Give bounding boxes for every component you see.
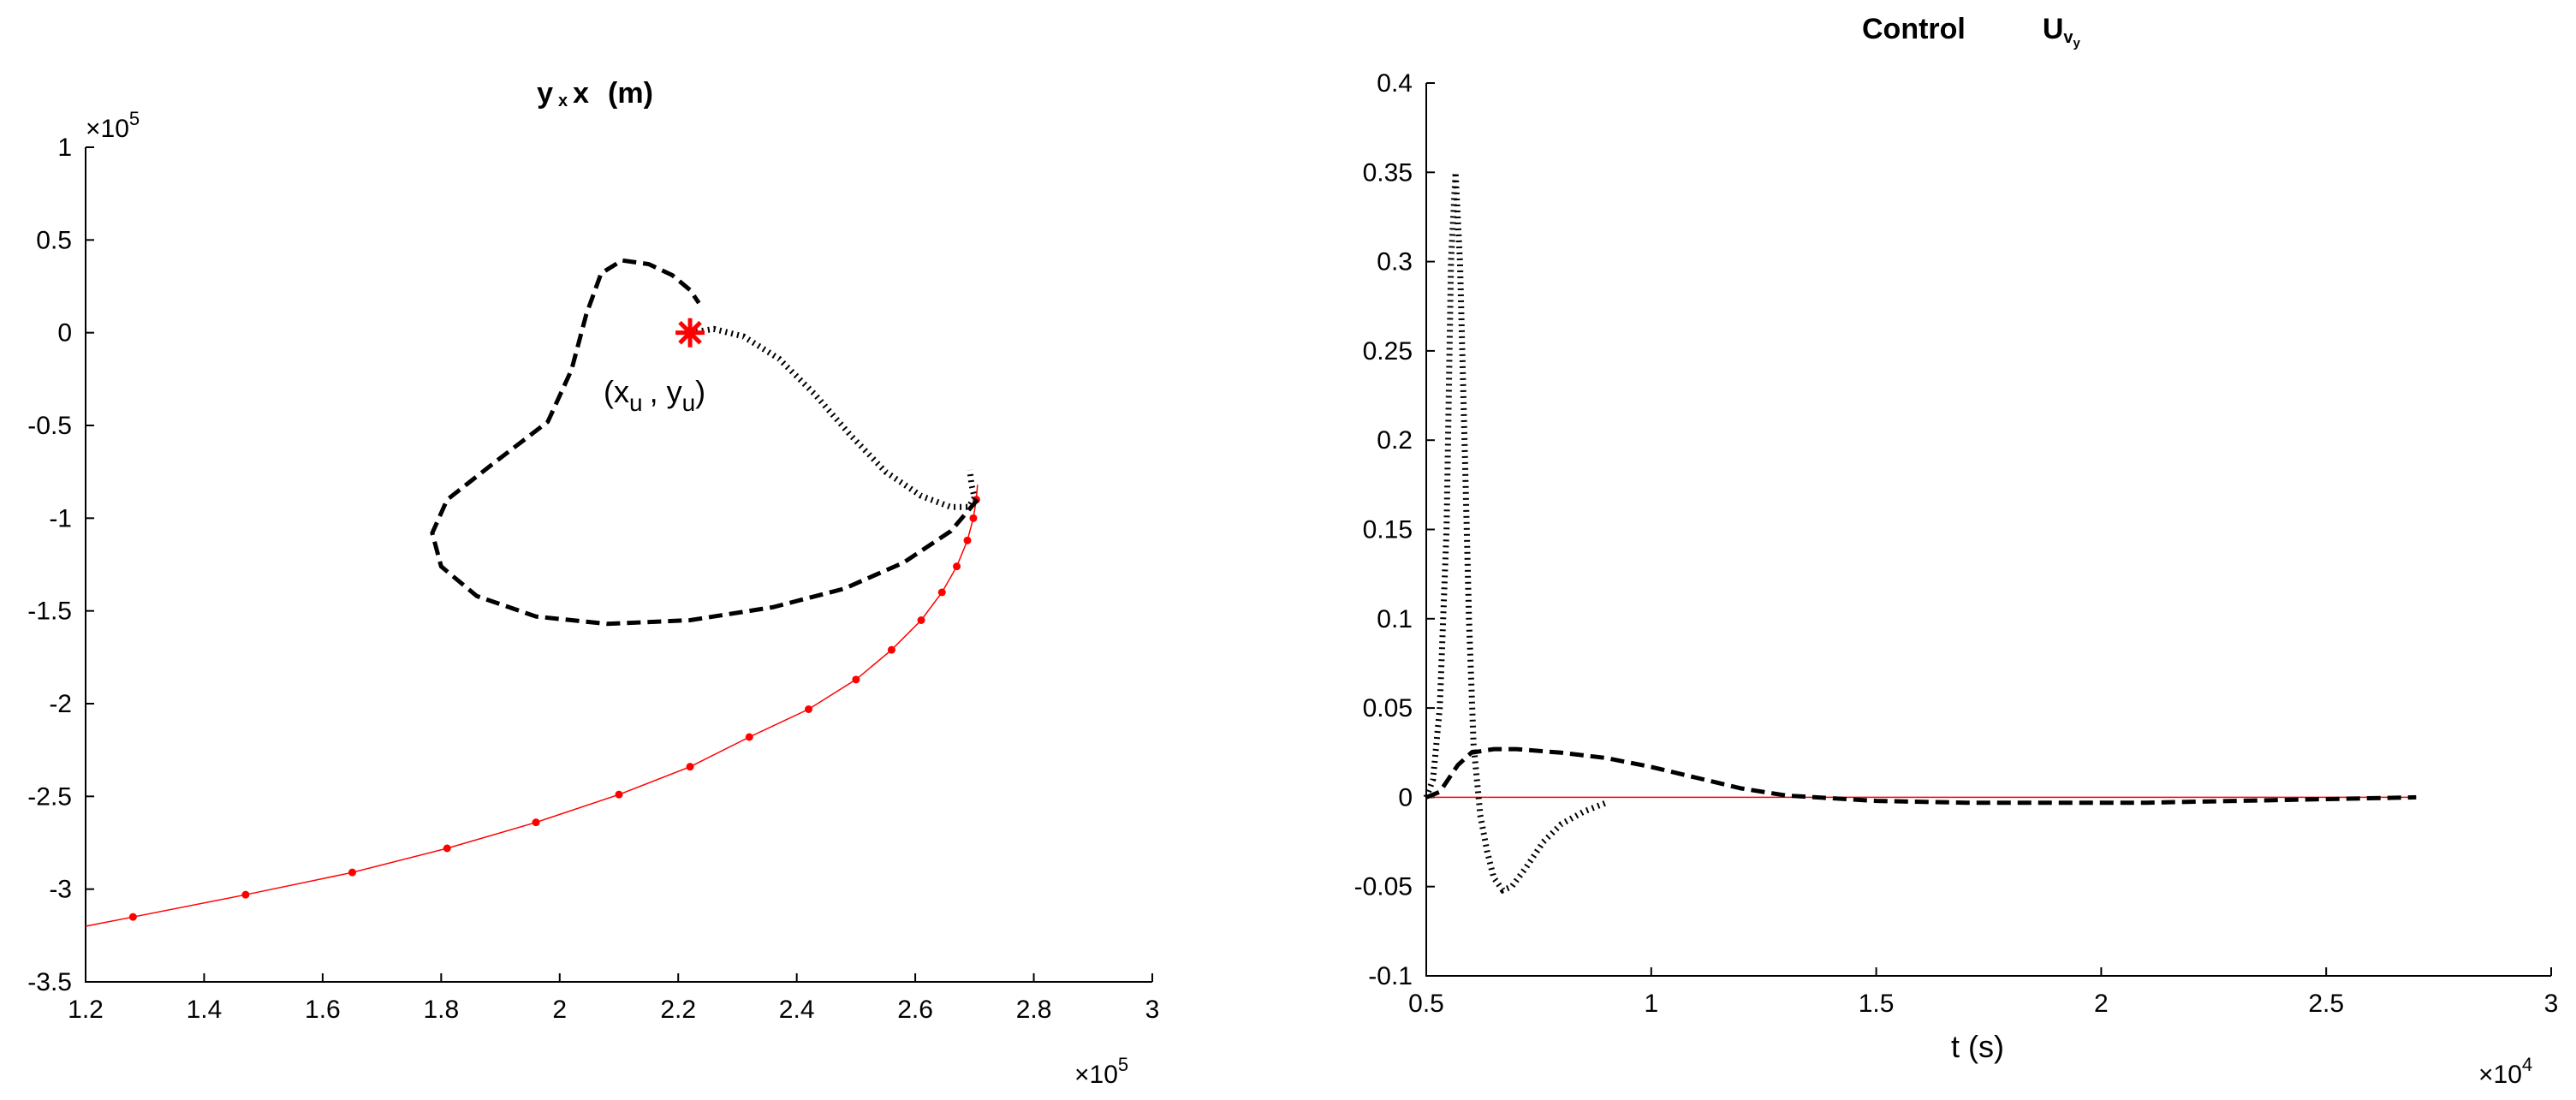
x-tick-label: 2 bbox=[2094, 990, 2109, 1018]
y-tick-label: 0.3 bbox=[1377, 248, 1413, 276]
y-tick-label: 0.5 bbox=[36, 226, 72, 254]
y-tick-label: 0.2 bbox=[1377, 426, 1413, 455]
x-tick-label: 1 bbox=[1644, 990, 1658, 1018]
y-tick-label: 0.05 bbox=[1363, 694, 1413, 722]
series-line-dashed bbox=[430, 258, 979, 627]
series-marker bbox=[963, 536, 972, 544]
left-chart: y x x (m) ×105 ×105 1.2 1.4 1.6 1.8 2 2.2 2.4 2.6 2… bbox=[27, 77, 1159, 1089]
series-marker bbox=[969, 514, 978, 522]
series-marker bbox=[241, 890, 250, 899]
series-marker bbox=[852, 675, 860, 684]
series-marker bbox=[443, 844, 451, 853]
x-tick-label: 2.8 bbox=[1016, 996, 1052, 1024]
right-y-ticks: 0.4 0.35 0.3 0.25 0.2 0.15 0.1 0.05 0 -0.05 -0.1 bbox=[1354, 69, 1435, 990]
y-tick-label: -3 bbox=[49, 876, 72, 904]
target-star-stroke bbox=[678, 320, 702, 345]
x-tick-label: 3 bbox=[2544, 990, 2559, 1018]
x-tick-label: 3 bbox=[1145, 996, 1160, 1024]
x-tick-label: 2 bbox=[552, 996, 567, 1024]
right-x-axis-label: t (s) bbox=[1951, 1029, 2004, 1064]
y-tick-label: 0.25 bbox=[1363, 337, 1413, 366]
series-marker bbox=[348, 868, 356, 877]
left-axis-lines bbox=[85, 147, 1152, 983]
left-y-exponent: ×105 bbox=[86, 108, 140, 143]
target-annotation: (xu, yu) bbox=[604, 374, 705, 416]
y-tick-label: -0.1 bbox=[1368, 962, 1413, 990]
series-marker bbox=[917, 616, 925, 624]
y-tick-label: -1 bbox=[49, 504, 72, 532]
y-tick-label: -0.5 bbox=[27, 412, 72, 440]
right-x-exponent: ×104 bbox=[2478, 1054, 2532, 1089]
y-tick-label: 0.1 bbox=[1377, 605, 1413, 633]
right-series bbox=[1423, 172, 2417, 895]
series-marker bbox=[953, 562, 961, 571]
left-series bbox=[85, 258, 980, 927]
y-tick-label: -2 bbox=[49, 690, 72, 718]
x-tick-label: 1.6 bbox=[305, 996, 341, 1024]
series-marker bbox=[532, 818, 540, 827]
x-tick-label: 2.2 bbox=[660, 996, 696, 1024]
y-tick-label: 0.15 bbox=[1363, 516, 1413, 544]
x-tick-label: 1.4 bbox=[187, 996, 223, 1024]
left-x-exponent: ×105 bbox=[1074, 1054, 1128, 1089]
x-tick-label: 2.5 bbox=[2308, 990, 2344, 1018]
right-x-ticks: 0.5 1 1.5 2 2.5 3 bbox=[1408, 967, 2558, 1018]
series-line-dotted bbox=[1423, 172, 1608, 895]
y-tick-label: -0.05 bbox=[1354, 873, 1413, 901]
y-tick-label: -2.5 bbox=[27, 782, 72, 811]
y-tick-label: -3.5 bbox=[27, 968, 72, 996]
x-tick-label: 2.4 bbox=[779, 996, 815, 1024]
x-tick-label: 1.2 bbox=[68, 996, 104, 1024]
left-x-ticks: 1.2 1.4 1.6 1.8 2 2.2 2.4 2.6 2.8 3 bbox=[68, 973, 1159, 1024]
series-line-dotted bbox=[689, 325, 979, 510]
left-chart-title: y x x (m) bbox=[537, 77, 653, 110]
y-tick-label: 0 bbox=[57, 319, 72, 348]
series-marker bbox=[745, 733, 753, 741]
x-tick-label: 1.5 bbox=[1859, 990, 1895, 1018]
x-tick-label: 2.6 bbox=[897, 996, 933, 1024]
right-chart: Control Uvy t (s) ×104 0.5 1 1.5 2 2.5 3 0.40.… bbox=[1354, 13, 2559, 1089]
y-tick-label: 0.35 bbox=[1363, 158, 1413, 187]
y-tick-label: -1.5 bbox=[27, 598, 72, 626]
target-marker bbox=[675, 318, 705, 348]
left-y-ticks: 1 0.5 0 -0.5 -1 -1.5 -2 -2.5 -3 -3.5 bbox=[27, 134, 94, 996]
x-tick-label: 1.8 bbox=[423, 996, 459, 1024]
series-marker bbox=[805, 705, 813, 713]
series-marker bbox=[615, 790, 623, 799]
series-marker bbox=[887, 645, 895, 654]
right-chart-title: Control Uvy bbox=[1862, 13, 2081, 51]
x-tick-label: 0.5 bbox=[1408, 990, 1444, 1018]
series-marker bbox=[686, 763, 694, 771]
series-line-dashed bbox=[1425, 746, 2417, 806]
series-marker bbox=[128, 913, 137, 921]
y-tick-label: 0 bbox=[1398, 783, 1413, 812]
y-tick-label: 1 bbox=[57, 134, 72, 162]
right-axis-lines bbox=[1425, 83, 2551, 977]
y-tick-label: 0.4 bbox=[1377, 69, 1413, 98]
series-line-solid bbox=[85, 485, 979, 927]
series-marker bbox=[937, 588, 946, 597]
